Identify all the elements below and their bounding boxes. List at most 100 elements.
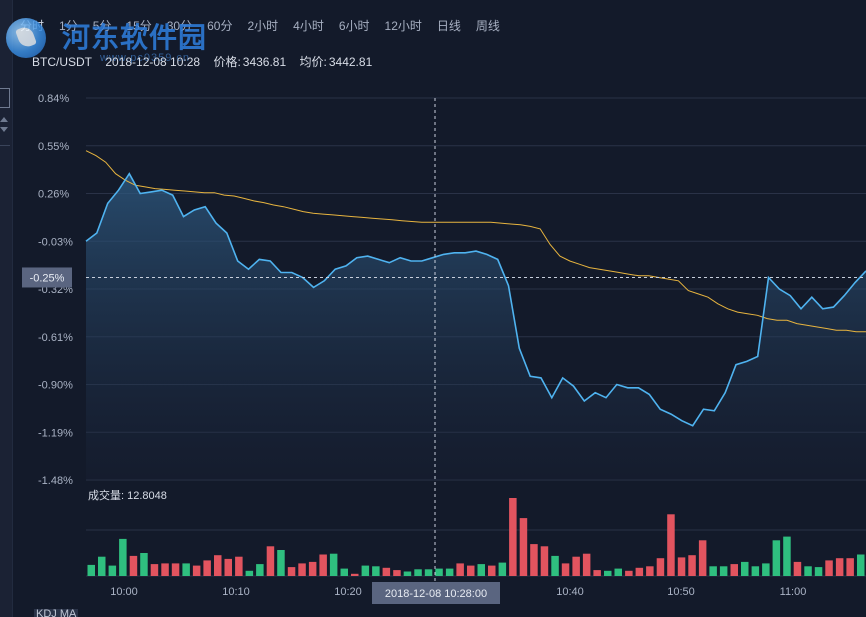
volume-bar	[572, 556, 580, 576]
avg-price-line	[85, 150, 866, 333]
volume-bar	[277, 550, 285, 576]
x-tick-label: 10:00	[110, 586, 138, 598]
volume-bar	[435, 568, 443, 576]
volume-bar	[646, 566, 654, 576]
volume-bar	[540, 546, 549, 576]
timeframe-tab[interactable]: 60分	[207, 18, 233, 33]
timeframe-tab[interactable]: 12小时	[384, 18, 422, 33]
y-tick-label: 0.26%	[38, 189, 69, 201]
volume-bar	[214, 555, 222, 576]
avg-value: 3442.81	[328, 55, 373, 69]
avg-caption: 均价: 3442.81	[300, 55, 373, 69]
volume-bar	[87, 564, 95, 576]
timeframe-tab[interactable]: 1分	[59, 18, 78, 33]
volume-bar	[203, 560, 211, 576]
volume-bar	[403, 571, 412, 576]
scroll-down-arrow-icon[interactable]	[0, 127, 8, 132]
volume-bar	[709, 566, 717, 576]
volume-bar	[635, 567, 644, 576]
volume-bar	[604, 570, 612, 576]
sidebar-divider	[0, 145, 10, 146]
volume-bar	[256, 564, 264, 576]
y-tick-label: -0.03%	[38, 236, 73, 248]
price-value: 3436.81	[242, 55, 287, 69]
timeframe-tab[interactable]: 30分	[166, 18, 193, 33]
y-tick-label: 0.55%	[38, 141, 69, 153]
x-axis-labels: 10:00 10:10 10:20 10:40 10:50 11:00	[110, 586, 806, 598]
volume-bar	[519, 518, 528, 576]
price-area-fill	[86, 173, 866, 480]
timeframe-tab[interactable]: 日线	[436, 18, 461, 33]
x-tick-label: 10:20	[334, 586, 362, 598]
volume-bar	[424, 569, 433, 576]
volume-bar	[835, 558, 844, 576]
price-caption-text: 价格:	[213, 55, 241, 69]
pair-label: BTC/USDT	[32, 55, 92, 69]
volume-bar	[393, 570, 401, 576]
volume-bar	[719, 566, 728, 576]
volume-bar	[498, 562, 507, 576]
volume-bar	[245, 570, 254, 576]
y-tick-label: -1.48%	[38, 475, 73, 487]
y-axis-labels: 0.84%0.55%0.26%-0.03%-0.32%-0.61%-0.90%-…	[38, 93, 73, 487]
volume-bar	[235, 556, 243, 576]
crosshair-value-box	[22, 267, 72, 288]
volume-bar	[329, 553, 338, 576]
timeframe-tab[interactable]: 15分	[126, 18, 152, 33]
timeframe-tab[interactable]: 2小时	[247, 18, 279, 33]
volume-bar	[287, 567, 296, 576]
volume-bar	[340, 568, 348, 576]
volume-bar	[129, 555, 138, 576]
crosshair-time-box	[372, 582, 500, 604]
avg-caption-text: 均价:	[299, 55, 327, 69]
timeframe-tab[interactable]: 周线	[475, 18, 500, 33]
volume-bars	[87, 498, 865, 576]
price-info-bar: BTC/USDT 2018-12-08 10:28 价格: 3436.81 均价:…	[32, 53, 382, 70]
sidebar-collapse-button[interactable]	[0, 88, 10, 108]
timeframe-tab[interactable]: 4小时	[293, 18, 324, 33]
volume-bar	[530, 544, 538, 576]
volume-bar	[150, 564, 159, 576]
volume-bar	[551, 555, 559, 576]
volume-bar	[98, 556, 106, 576]
volume-bar	[266, 546, 275, 576]
scroll-up-arrow-icon[interactable]	[0, 117, 8, 122]
volume-bar	[614, 568, 622, 576]
volume-bar	[783, 536, 791, 576]
volume-bar	[351, 573, 359, 576]
timeframe-tab[interactable]: 6小时	[338, 18, 370, 33]
volume-bar	[477, 564, 485, 576]
volume-bar	[467, 565, 475, 576]
volume-bar	[456, 563, 464, 576]
y-tick-label: -0.61%	[38, 332, 73, 344]
crosshair-value-label: -0.25%	[30, 272, 65, 284]
indicator-tab[interactable]: KDJ MA	[34, 609, 79, 617]
volume-bar	[804, 566, 812, 576]
volume-bar	[762, 563, 770, 576]
volume-bar	[192, 565, 201, 576]
timeframe-tab[interactable]: 5分	[92, 18, 112, 33]
volume-bar	[361, 565, 370, 576]
volume-bar	[825, 560, 833, 576]
y-tick-label: -1.19%	[38, 427, 73, 439]
volume-bar	[656, 558, 665, 576]
volume-bar	[414, 569, 422, 576]
volume-bar	[319, 554, 327, 576]
x-tick-label: 10:10	[222, 586, 250, 598]
volume-bar	[382, 567, 391, 576]
volume-bar	[182, 563, 190, 576]
price-line	[85, 172, 866, 427]
volume-bar	[593, 570, 601, 576]
volume-bar	[814, 567, 823, 576]
volume-bar	[772, 540, 781, 576]
volume-bar	[741, 561, 749, 576]
volume-bar	[119, 538, 127, 576]
x-tick-label: 10:40	[556, 586, 584, 598]
volume-bar	[488, 565, 496, 576]
volume-bar	[846, 558, 854, 576]
volume-bar	[509, 498, 517, 576]
volume-bar	[224, 558, 232, 576]
x-tick-label: 10:50	[667, 586, 695, 598]
y-tick-label: 0.84%	[38, 93, 69, 105]
